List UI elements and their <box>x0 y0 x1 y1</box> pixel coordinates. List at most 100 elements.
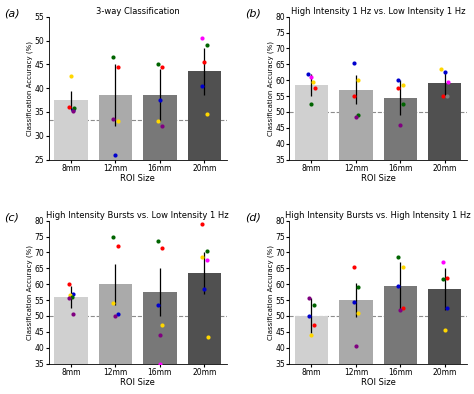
Point <box>438 66 445 72</box>
Bar <box>99 284 132 394</box>
Point <box>354 77 362 84</box>
X-axis label: ROI Size: ROI Size <box>361 174 395 183</box>
Point <box>68 294 76 300</box>
Point <box>354 112 362 118</box>
Point <box>350 298 357 305</box>
Point <box>352 343 360 349</box>
Point <box>399 82 406 88</box>
Point <box>198 83 206 89</box>
Point <box>198 254 206 260</box>
Point <box>310 322 318 329</box>
Point <box>310 302 318 308</box>
Bar <box>295 316 328 394</box>
Point <box>399 305 406 311</box>
Text: (b): (b) <box>245 8 261 18</box>
Point <box>354 310 362 316</box>
X-axis label: ROI Size: ROI Size <box>120 378 155 387</box>
Point <box>69 290 77 297</box>
Point <box>109 54 117 60</box>
Point <box>156 97 164 103</box>
Point <box>203 42 210 48</box>
Point <box>203 248 210 254</box>
Point <box>69 106 77 113</box>
Point <box>154 118 162 125</box>
Point <box>65 281 73 287</box>
Point <box>394 282 402 289</box>
Title: 3-way Classification: 3-way Classification <box>96 7 180 16</box>
Text: (d): (d) <box>245 212 261 222</box>
Y-axis label: Classification Accuracy (%): Classification Accuracy (%) <box>27 245 33 340</box>
Point <box>71 105 78 111</box>
Point <box>156 361 164 367</box>
Point <box>305 313 313 319</box>
Point <box>67 73 75 79</box>
Bar <box>188 71 221 279</box>
Point <box>198 221 206 227</box>
Point <box>156 332 164 338</box>
Point <box>158 123 166 129</box>
Point <box>154 61 162 67</box>
Point <box>308 332 315 338</box>
Point <box>307 74 314 80</box>
Y-axis label: Classification Accuracy (%): Classification Accuracy (%) <box>267 245 274 340</box>
Point <box>311 85 319 91</box>
Point <box>109 233 117 240</box>
Point <box>397 121 404 128</box>
Point <box>114 63 121 70</box>
Point <box>204 333 212 340</box>
Point <box>354 284 362 290</box>
Bar <box>99 95 132 279</box>
Point <box>399 101 406 107</box>
Point <box>201 59 208 65</box>
X-axis label: ROI Size: ROI Size <box>120 174 155 183</box>
Point <box>109 116 117 122</box>
Point <box>310 79 317 85</box>
Point <box>439 259 447 265</box>
Point <box>439 276 447 282</box>
Point <box>441 327 448 333</box>
Point <box>443 93 451 99</box>
Point <box>158 322 166 329</box>
Point <box>308 101 315 107</box>
Title: High Intensity Bursts vs. Low Intensity 1 Hz: High Intensity Bursts vs. Low Intensity … <box>46 211 229 220</box>
Point <box>114 118 121 125</box>
Point <box>304 71 311 77</box>
Point <box>394 77 402 84</box>
Bar <box>143 95 176 279</box>
Point <box>305 295 313 301</box>
Point <box>443 305 451 311</box>
Point <box>439 93 447 99</box>
Bar <box>143 292 176 394</box>
Y-axis label: Classification Accuracy (%): Classification Accuracy (%) <box>267 41 274 136</box>
Point <box>350 264 357 270</box>
Y-axis label: Classification Accuracy (%): Classification Accuracy (%) <box>27 41 33 136</box>
Bar <box>428 84 462 271</box>
Bar <box>428 289 462 394</box>
Point <box>158 245 166 251</box>
Title: High Intensity 1 Hz vs. Low Intensity 1 Hz: High Intensity 1 Hz vs. Low Intensity 1 … <box>291 7 465 16</box>
Point <box>399 264 406 270</box>
Point <box>111 365 119 372</box>
Bar <box>295 85 328 271</box>
Point <box>111 152 119 158</box>
Point <box>114 243 121 249</box>
Point <box>65 104 73 110</box>
Point <box>201 286 208 292</box>
X-axis label: ROI Size: ROI Size <box>361 378 395 387</box>
Point <box>352 113 360 120</box>
Point <box>154 302 162 308</box>
Bar <box>339 300 373 394</box>
Point <box>441 69 448 75</box>
Bar <box>339 90 373 271</box>
Bar <box>54 100 88 279</box>
Point <box>203 111 210 117</box>
Point <box>69 108 77 114</box>
Point <box>65 295 73 301</box>
Point <box>69 311 77 318</box>
Point <box>443 275 451 281</box>
Text: (c): (c) <box>4 212 19 222</box>
Title: High Intensity Bursts vs. High Intensity 1 Hz: High Intensity Bursts vs. High Intensity… <box>285 211 471 220</box>
Point <box>203 257 210 264</box>
Bar <box>54 297 88 394</box>
Text: (a): (a) <box>4 8 20 18</box>
